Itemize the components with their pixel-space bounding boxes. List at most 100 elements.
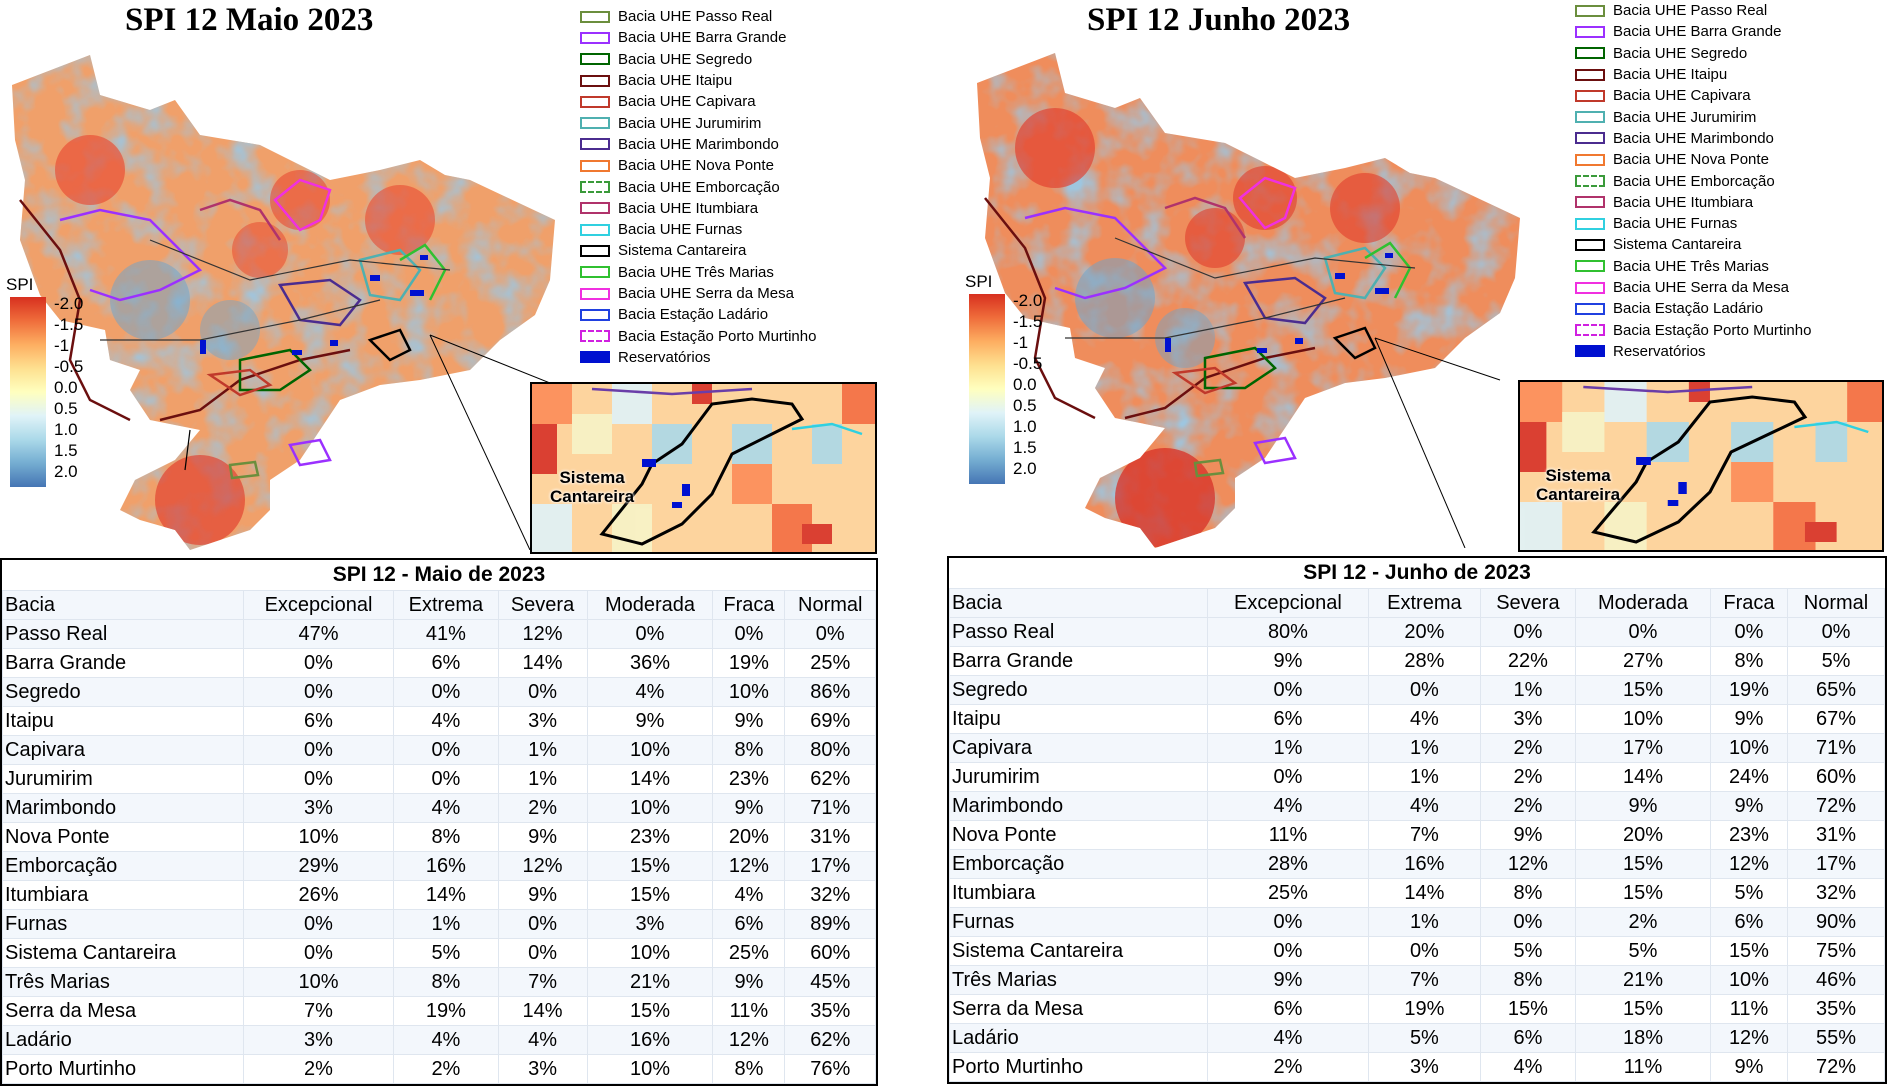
percent-cell: 47% — [242, 619, 395, 649]
percent-cell: 6% — [393, 648, 499, 678]
percent-cell: 75% — [1787, 936, 1885, 966]
basin-name-cell: Furnas — [2, 909, 244, 939]
percent-cell: 72% — [1787, 1052, 1885, 1082]
basin-name-cell: Capivara — [2, 735, 244, 765]
legend-label: Bacia Estação Ladário — [1613, 300, 1764, 318]
spi-color-bar — [969, 294, 1005, 484]
basin-name-cell: Nova Ponte — [2, 822, 244, 852]
percent-cell: 3% — [497, 706, 588, 736]
spi-tick: -0.5 — [1013, 354, 1043, 373]
percent-cell: 14% — [1368, 878, 1481, 908]
table-title: SPI 12 - Junho de 2023 — [949, 558, 1885, 588]
legend-swatch — [580, 181, 610, 194]
percent-cell: 60% — [1787, 762, 1885, 792]
percent-cell: 31% — [1787, 820, 1885, 850]
percent-cell: 29% — [242, 851, 395, 881]
percent-cell: 17% — [784, 851, 876, 881]
percent-cell: 0% — [1206, 762, 1370, 792]
spi-color-scale: SPI -2.0 -1.5 -1 -0.5 0.0 0.5 1.0 1.5 2.… — [965, 272, 1065, 484]
legend-swatch — [580, 10, 610, 23]
cantareira-inset-map: Sistema Cantareira — [530, 382, 877, 554]
legend-label: Bacia UHE Três Marias — [618, 263, 774, 281]
percent-cell: 35% — [1787, 994, 1885, 1024]
legend-item: Bacia UHE Serra da Mesa — [580, 283, 925, 304]
legend-swatch — [1575, 238, 1605, 251]
basin-name-cell: Passo Real — [2, 619, 244, 649]
percent-cell: 17% — [1787, 849, 1885, 879]
legend-item: Sistema Cantareira — [1575, 234, 1885, 255]
percent-cell: 14% — [393, 880, 499, 910]
spi-tick: 1.5 — [1013, 438, 1037, 457]
percent-cell: 0% — [242, 764, 395, 794]
percent-cell: 10% — [586, 793, 714, 823]
basin-name-cell: Itaipu — [949, 704, 1208, 734]
legend-item: Bacia UHE Capivara — [1575, 85, 1885, 106]
percent-cell: 0% — [1575, 617, 1711, 647]
legend-swatch — [580, 159, 610, 172]
basin-name-cell: Porto Murtinho — [2, 1054, 244, 1084]
percent-cell: 20% — [1575, 820, 1711, 850]
legend-item: Bacia Estação Porto Murtinho — [580, 325, 925, 346]
percent-cell: 12% — [1709, 1023, 1789, 1053]
percent-cell: 11% — [712, 996, 786, 1026]
percent-cell: 9% — [1206, 965, 1370, 995]
percent-cell: 16% — [393, 851, 499, 881]
spi-tick: -1 — [54, 336, 70, 355]
table-row: Furnas 0% 1% 0% 2% 6% 90% — [949, 907, 1885, 937]
basin-name-cell: Segredo — [2, 677, 244, 707]
percent-cell: 4% — [497, 1025, 588, 1055]
percent-cell: 6% — [1206, 704, 1370, 734]
percent-cell: 0% — [393, 735, 499, 765]
percent-cell: 9% — [712, 967, 786, 997]
percent-cell: 1% — [393, 909, 499, 939]
percent-cell: 1% — [1368, 907, 1481, 937]
percent-cell: 0% — [712, 619, 786, 649]
percent-cell: 20% — [712, 822, 786, 852]
table-row: Sistema Cantareira 0% 5% 0% 10% 25% 60% — [2, 938, 876, 968]
percent-cell: 2% — [497, 793, 588, 823]
percent-cell: 10% — [1709, 733, 1789, 763]
legend-swatch — [1575, 281, 1605, 294]
legend-item: Bacia UHE Capivara — [580, 91, 925, 112]
legend-item: Reservatórios — [1575, 341, 1885, 362]
percent-cell: 15% — [586, 996, 714, 1026]
map-title: SPI 12 Maio 2023 — [125, 2, 374, 38]
column-header: Severa — [497, 590, 588, 620]
percent-cell: 14% — [497, 648, 588, 678]
legend-label: Bacia UHE Passo Real — [1613, 2, 1768, 20]
percent-cell: 3% — [1479, 704, 1577, 734]
basin-name-cell: Passo Real — [949, 617, 1208, 647]
percent-cell: 4% — [393, 706, 499, 736]
percent-cell: 12% — [712, 851, 786, 881]
column-header: Fraca — [712, 590, 786, 620]
percent-cell: 69% — [784, 706, 876, 736]
percent-cell: 4% — [393, 1025, 499, 1055]
legend-swatch — [580, 244, 610, 257]
legend-item: Bacia UHE Barra Grande — [1575, 21, 1885, 42]
spi-ticks: -2.0 -1.5 -1 -0.5 0.0 0.5 1.0 1.5 2.0 — [54, 293, 83, 482]
legend-item: Bacia UHE Marimbondo — [1575, 128, 1885, 149]
percent-cell: 14% — [1575, 762, 1711, 792]
percent-cell: 8% — [393, 822, 499, 852]
legend-label: Bacia UHE Serra da Mesa — [1613, 279, 1789, 296]
percent-cell: 0% — [1709, 617, 1789, 647]
percent-cell: 10% — [1575, 704, 1711, 734]
percent-cell: 65% — [1787, 675, 1885, 705]
panel-maio: SPI 12 Maio 2023 — [0, 0, 945, 1086]
spi-tick: 1.0 — [54, 420, 78, 439]
legend-swatch — [1575, 4, 1605, 17]
legend-item: Bacia UHE Emborcação — [580, 176, 925, 197]
column-header: Normal — [784, 590, 876, 620]
table-row: Barra Grande 0% 6% 14% 36% 19% 25% — [2, 648, 876, 678]
percent-cell: 9% — [497, 880, 588, 910]
percent-cell: 16% — [1368, 849, 1481, 879]
spi-ticks: -2.0 -1.5 -1 -0.5 0.0 0.5 1.0 1.5 2.0 — [1013, 290, 1042, 479]
percent-cell: 72% — [1787, 791, 1885, 821]
percent-cell: 27% — [1575, 646, 1711, 676]
percent-cell: 2% — [1206, 1052, 1370, 1082]
legend-swatch — [1575, 153, 1605, 166]
percent-cell: 11% — [1709, 994, 1789, 1024]
percent-cell: 26% — [242, 880, 395, 910]
percent-cell: 9% — [712, 793, 786, 823]
legend-swatch — [580, 223, 610, 236]
